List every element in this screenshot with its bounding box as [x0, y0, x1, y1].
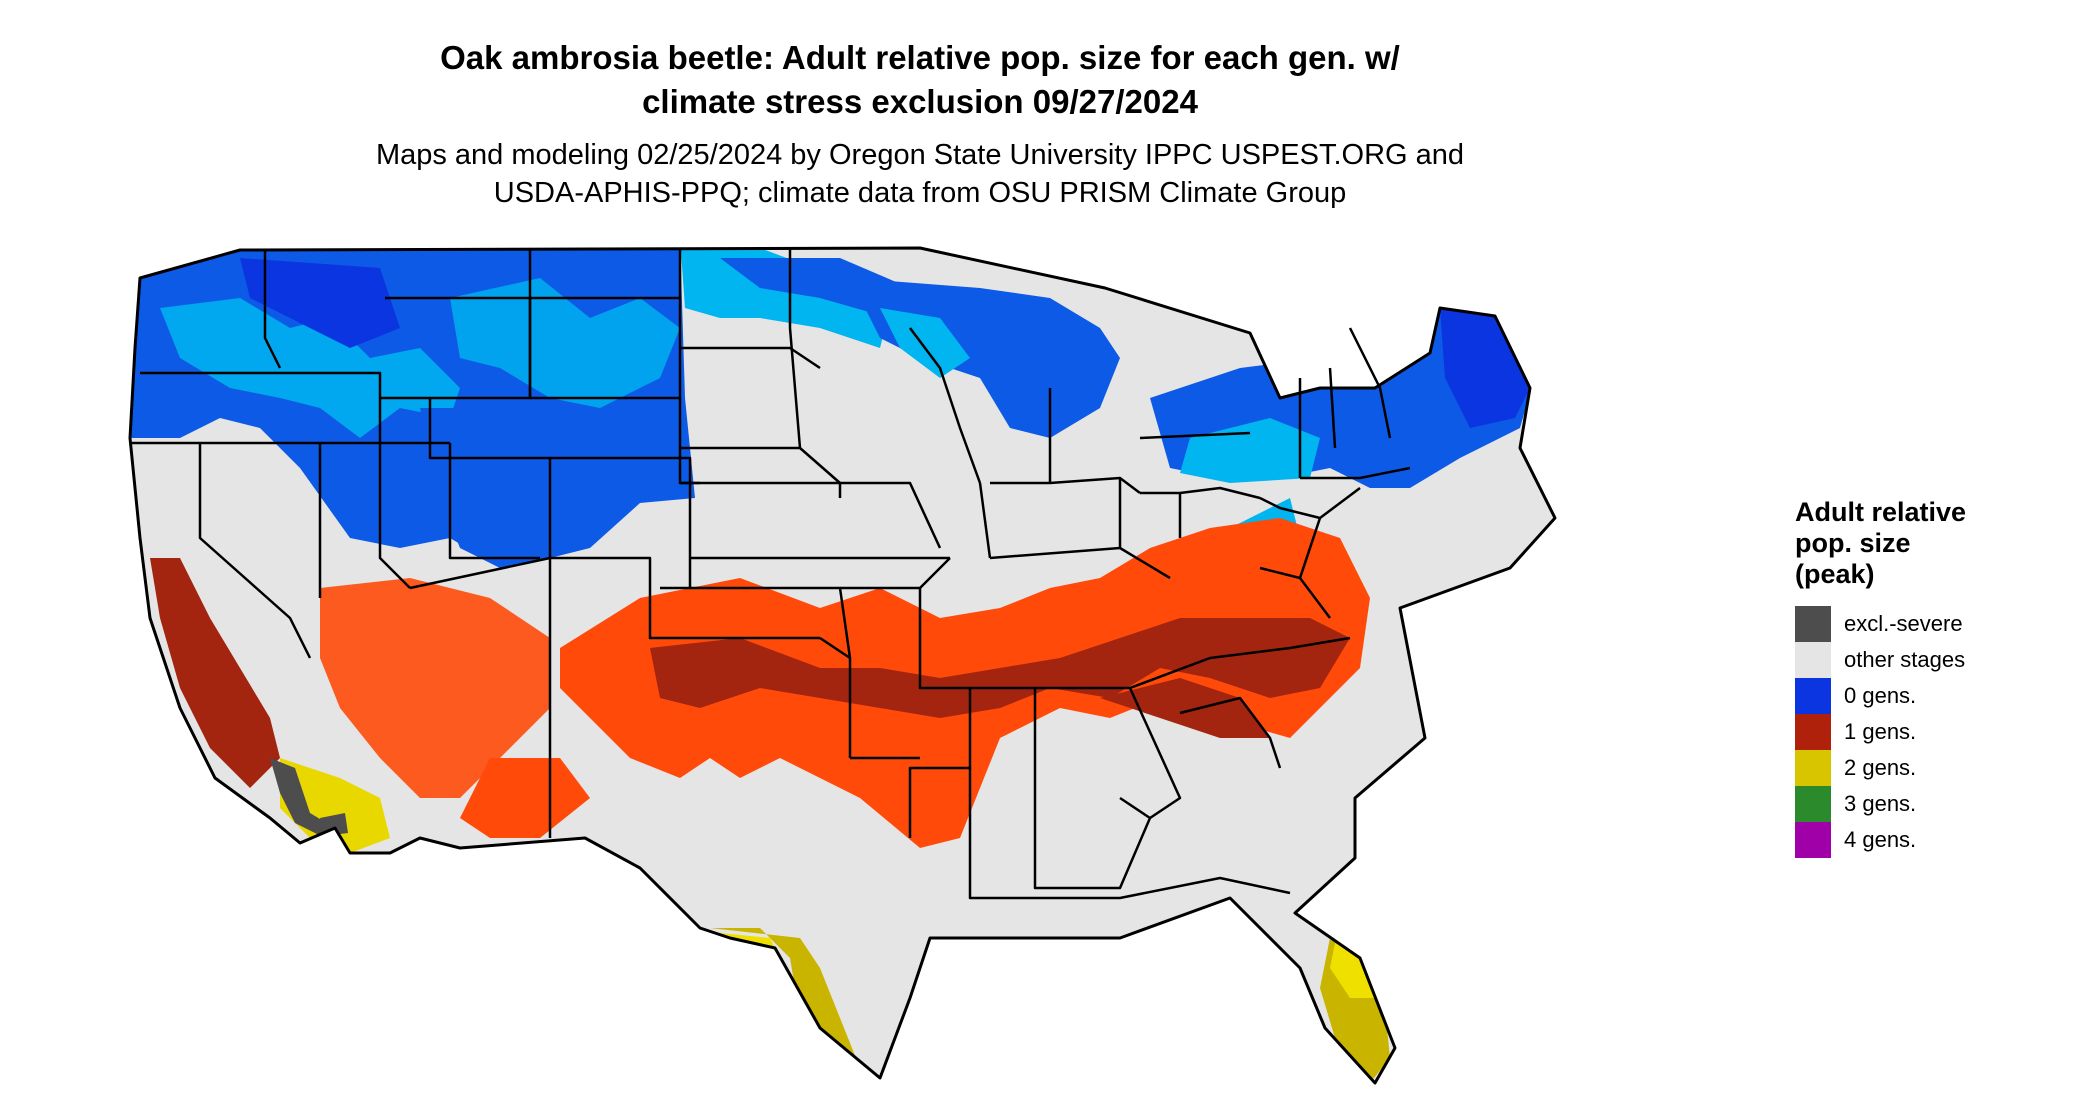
legend-item-excluded-severe: excl.-severe: [1795, 606, 2085, 642]
map-subtitle-line-2: USDA-APHIS-PPQ; climate data from OSU PR…: [493, 177, 1347, 209]
legend-swatch: [1795, 786, 1831, 822]
legend-label: 0 gens.: [1844, 683, 1917, 708]
legend-title-line-2: pop. size: [1795, 528, 1911, 558]
legend-label: other stages: [1844, 647, 1966, 672]
legend-swatch: [1795, 750, 1831, 786]
legend-item-3-gens: 3 gens.: [1795, 786, 2085, 822]
map-legend: Adult relative pop. size (peak) excl.-se…: [1795, 497, 2085, 858]
legend-label: 3 gens.: [1844, 791, 1917, 816]
map-subtitle: Maps and modeling 02/25/2024 by Oregon S…: [300, 136, 1540, 212]
conus-outline: [128, 246, 1557, 1085]
legend-label: excl.-severe: [1844, 611, 1963, 636]
zone-gen1-southwest: [320, 578, 550, 798]
zone-cold-great-lakes-light: [880, 308, 970, 378]
us-population-map: [128, 246, 1557, 1085]
map-title-line-2: climate stress exclusion 09/27/2024: [642, 83, 1198, 120]
map-subtitle-line-1: Maps and modeling 02/25/2024 by Oregon S…: [375, 139, 1465, 171]
state-boundaries: [130, 248, 1411, 900]
legend-item-2-gens: 2 gens.: [1795, 750, 2085, 786]
zone-gen2-florida-bright: [1330, 943, 1375, 998]
legend-swatch: [1795, 606, 1831, 642]
map-title-line-1: Oak ambrosia beetle: Adult relative pop.…: [440, 39, 1400, 76]
zone-gen1-core: [650, 618, 1350, 718]
zone-cold-rockies-light: [450, 278, 680, 408]
legend-label: 4 gens.: [1844, 827, 1917, 852]
legend-title-line-3: (peak): [1795, 559, 1875, 589]
zone-gen1-california: [150, 558, 280, 788]
legend-swatch: [1795, 642, 1831, 678]
legend-swatch: [1795, 714, 1831, 750]
legend-swatch: [1795, 678, 1831, 714]
zone-gen1-texas-west: [460, 758, 590, 838]
zone-excluded-desert: [270, 758, 335, 838]
legend-label: 2 gens.: [1844, 755, 1917, 780]
legend-item-1-gens: 1 gens.: [1795, 714, 2085, 750]
legend-item-0-gens: 0 gens.: [1795, 678, 2085, 714]
map-title: Oak ambrosia beetle: Adult relative pop.…: [300, 36, 1540, 124]
zone-cold-west-light: [160, 298, 460, 438]
legend-item-4-gens: 4 gens.: [1795, 822, 2085, 858]
zone-gen1-carolinas: [1100, 678, 1270, 738]
zone-cold-colorado: [420, 408, 550, 568]
legend-swatch: [1795, 822, 1831, 858]
legend-title-line-1: Adult relative: [1795, 497, 1967, 527]
zone-cold-dark-idaho: [240, 258, 400, 348]
legend-label: 1 gens.: [1844, 719, 1917, 744]
legend-item-other-stages: other stages: [1795, 642, 2085, 678]
legend-title: Adult relative pop. size (peak): [1795, 497, 2085, 590]
